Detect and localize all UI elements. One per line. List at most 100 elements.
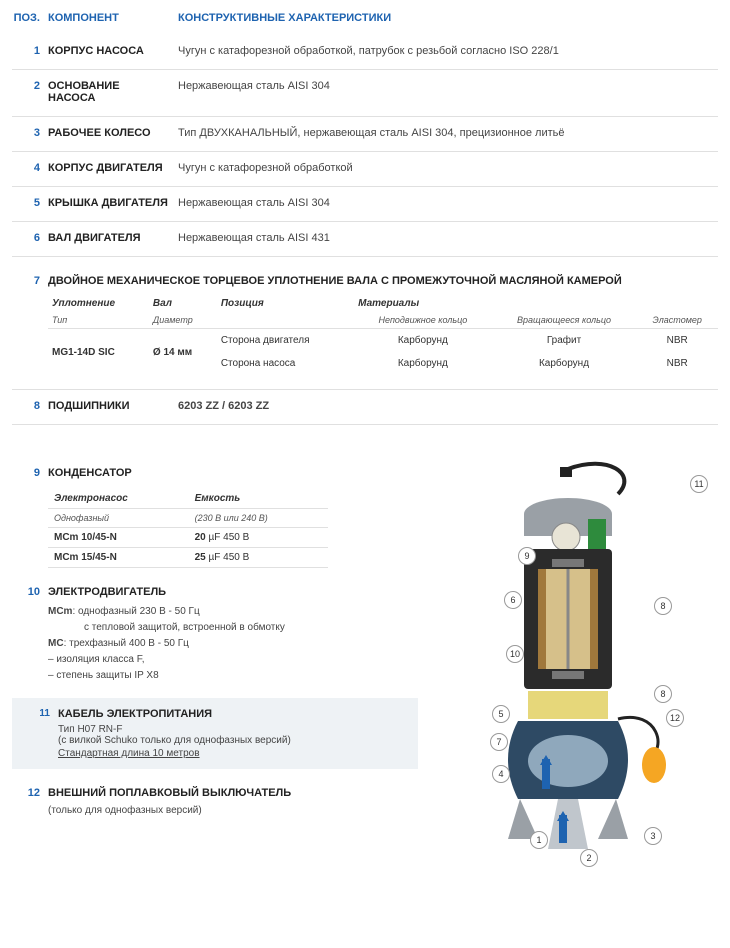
table-row: 3РАБОЧЕЕ КОЛЕСОТип ДВУХКАНАЛЬНЫЙ, нержав… <box>12 117 718 152</box>
header-pos: ПОЗ. <box>12 12 48 34</box>
callout-5: 5 <box>492 705 510 723</box>
cap-pos: 9 <box>12 467 48 479</box>
seal-r1-rot: Графит <box>492 329 637 353</box>
row-pos: 3 <box>12 127 48 139</box>
seal-h-pos: Позиция <box>217 295 354 312</box>
callout-2: 2 <box>580 849 598 867</box>
callout-4: 4 <box>492 765 510 783</box>
row-desc: Нержавеющая сталь AISI 304 <box>178 80 718 92</box>
cap-title: КОНДЕНСАТОР <box>48 467 132 479</box>
cap-model: MCm 10/45-N <box>48 528 189 548</box>
seal-r2-fixed: Карборунд <box>354 352 492 375</box>
row-pos: 6 <box>12 232 48 244</box>
pump-diagram: 1196810851274123 <box>418 449 718 869</box>
motor-line5: – степень защиты IP X8 <box>48 668 418 684</box>
row-pos: 1 <box>12 45 48 57</box>
callout-8: 8 <box>654 597 672 615</box>
capacitor-section: 9 КОНДЕНСАТОР Электронасос Емкость Одноф… <box>12 467 418 568</box>
row-comp: КОРПУС ДВИГАТЕЛЯ <box>48 162 178 174</box>
capacitor-row: MCm 15/45-N25 µF 450 В <box>48 548 328 568</box>
callout-9: 9 <box>518 547 536 565</box>
seal-sub-rot: Вращающееся кольцо <box>492 312 637 329</box>
float-title: ВНЕШНИЙ ПОПЛАВКОВЫЙ ВЫКЛЮЧАТЕЛЬ <box>48 787 291 799</box>
seal-sub-diam: Диаметр <box>149 312 217 329</box>
cable-section: 11 КАБЕЛЬ ЭЛЕКТРОПИТАНИЯ Тип H07 RN-F (с… <box>12 698 418 769</box>
float-line1: (только для однофазных версий) <box>48 805 291 816</box>
seal-h-shaft: Вал <box>149 295 217 312</box>
seal-r1-fixed: Карборунд <box>354 329 492 353</box>
callout-12: 12 <box>666 709 684 727</box>
seal-h-mat: Материалы <box>354 295 718 312</box>
cap-value: 20 µF 450 В <box>189 528 328 548</box>
motor-l1b: : однофазный 230 В - 50 Гц <box>72 606 199 617</box>
bearing-comp: ПОДШИПНИКИ <box>48 400 178 412</box>
motor-line4: – изоляция класса F, <box>48 652 418 668</box>
callout-11: 11 <box>690 475 708 493</box>
seal-h-seal: Уплотнение <box>48 295 149 312</box>
motor-line1: MCm: однофазный 230 В - 50 Гц <box>48 604 418 620</box>
header-desc: КОНСТРУКТИВНЫЕ ХАРАКТЕРИСТИКИ <box>178 12 718 34</box>
motor-line3: MC: трехфазный 400 В - 50 Гц <box>48 636 418 652</box>
motor-l3b: : трехфазный 400 В - 50 Гц <box>64 638 189 649</box>
cable-pos: 11 <box>22 708 58 719</box>
float-section: 12 ВНЕШНИЙ ПОПЛАВКОВЫЙ ВЫКЛЮЧАТЕЛЬ (толь… <box>12 787 418 816</box>
row-comp: КРЫШКА ДВИГАТЕЛЯ <box>48 197 178 209</box>
motor-l3a: MC <box>48 638 64 649</box>
row-desc: Чугун с катафорезной обработкой <box>178 162 718 174</box>
cable-line2: (с вилкой Schuko только для однофазных в… <box>58 735 291 746</box>
cable-title: КАБЕЛЬ ЭЛЕКТРОПИТАНИЯ <box>58 708 291 720</box>
callout-10: 10 <box>506 645 524 663</box>
table-row: 2ОСНОВАНИЕ НАСОСАНержавеющая сталь AISI … <box>12 70 718 117</box>
row-comp: ОСНОВАНИЕ НАСОСА <box>48 80 178 104</box>
cap-h-cap: Емкость <box>189 489 328 509</box>
table-row: 1КОРПУС НАСОСАЧугун с катафорезной обраб… <box>12 35 718 70</box>
cap-model: MCm 15/45-N <box>48 548 189 568</box>
seal-pos1: Сторона двигателя <box>217 329 354 353</box>
seal-r2-el: NBR <box>636 352 718 375</box>
cap-h-pump: Электронасос <box>48 489 189 509</box>
motor-pos: 10 <box>12 586 48 598</box>
callout-8: 8 <box>654 685 672 703</box>
callout-3: 3 <box>644 827 662 845</box>
seal-pos2: Сторона насоса <box>217 352 354 375</box>
bearing-desc: 6203 ZZ / 6203 ZZ <box>178 400 718 412</box>
table-row: 5КРЫШКА ДВИГАТЕЛЯНержавеющая сталь AISI … <box>12 187 718 222</box>
row-desc: Чугун с катафорезной обработкой, патрубо… <box>178 45 718 57</box>
capacitor-row: MCm 10/45-N20 µF 450 В <box>48 528 328 548</box>
row-comp: КОРПУС НАСОСА <box>48 45 178 57</box>
seal-r2-rot: Карборунд <box>492 352 637 375</box>
seal-sub-elast: Эластомер <box>636 312 718 329</box>
motor-line2: с тепловой защитой, встроенной в обмотку <box>48 620 418 636</box>
motor-section: 10 ЭЛЕКТРОДВИГАТЕЛЬ MCm: однофазный 230 … <box>12 586 418 684</box>
row-desc: Нержавеющая сталь AISI 431 <box>178 232 718 244</box>
seal-pos: 7 <box>12 275 48 287</box>
row-desc: Нержавеющая сталь AISI 304 <box>178 197 718 209</box>
seal-sub-type: Тип <box>48 312 149 329</box>
pump-cutaway-icon <box>468 459 668 859</box>
table-row: 6ВАЛ ДВИГАТЕЛЯНержавеющая сталь AISI 431 <box>12 222 718 257</box>
seal-title: ДВОЙНОЕ МЕХАНИЧЕСКОЕ ТОРЦЕВОЕ УПЛОТНЕНИЕ… <box>48 275 718 287</box>
cable-line3: Стандартная длина 10 метров <box>58 748 291 759</box>
cap-value: 25 µF 450 В <box>189 548 328 568</box>
cap-sub-phase: Однофазный <box>48 509 189 528</box>
seal-table: Уплотнение Вал Позиция Материалы Тип Диа… <box>48 295 718 375</box>
seal-section: 7 ДВОЙНОЕ МЕХАНИЧЕСКОЕ ТОРЦЕВОЕ УПЛОТНЕН… <box>12 275 718 390</box>
motor-title: ЭЛЕКТРОДВИГАТЕЛЬ <box>48 586 166 598</box>
seal-r1-el: NBR <box>636 329 718 353</box>
seal-sub-fixed: Неподвижное кольцо <box>354 312 492 329</box>
row-pos: 2 <box>12 80 48 92</box>
table-header: ПОЗ. КОМПОНЕНТ КОНСТРУКТИВНЫЕ ХАРАКТЕРИС… <box>12 12 718 35</box>
capacitor-table: Электронасос Емкость Однофазный (230 В и… <box>48 489 328 568</box>
callout-6: 6 <box>504 591 522 609</box>
row-comp: РАБОЧЕЕ КОЛЕСО <box>48 127 178 139</box>
bearing-pos: 8 <box>12 400 48 412</box>
bearing-row: 8 ПОДШИПНИКИ 6203 ZZ / 6203 ZZ <box>12 390 718 425</box>
callout-7: 7 <box>490 733 508 751</box>
row-desc: Тип ДВУХКАНАЛЬНЫЙ, нержавеющая сталь AIS… <box>178 127 718 139</box>
table-row: 4КОРПУС ДВИГАТЕЛЯЧугун с катафорезной об… <box>12 152 718 187</box>
row-pos: 4 <box>12 162 48 174</box>
cap-sub-volt: (230 В или 240 В) <box>189 509 328 528</box>
row-pos: 5 <box>12 197 48 209</box>
seal-type: MG1-14D SIC <box>48 329 149 376</box>
row-comp: ВАЛ ДВИГАТЕЛЯ <box>48 232 178 244</box>
